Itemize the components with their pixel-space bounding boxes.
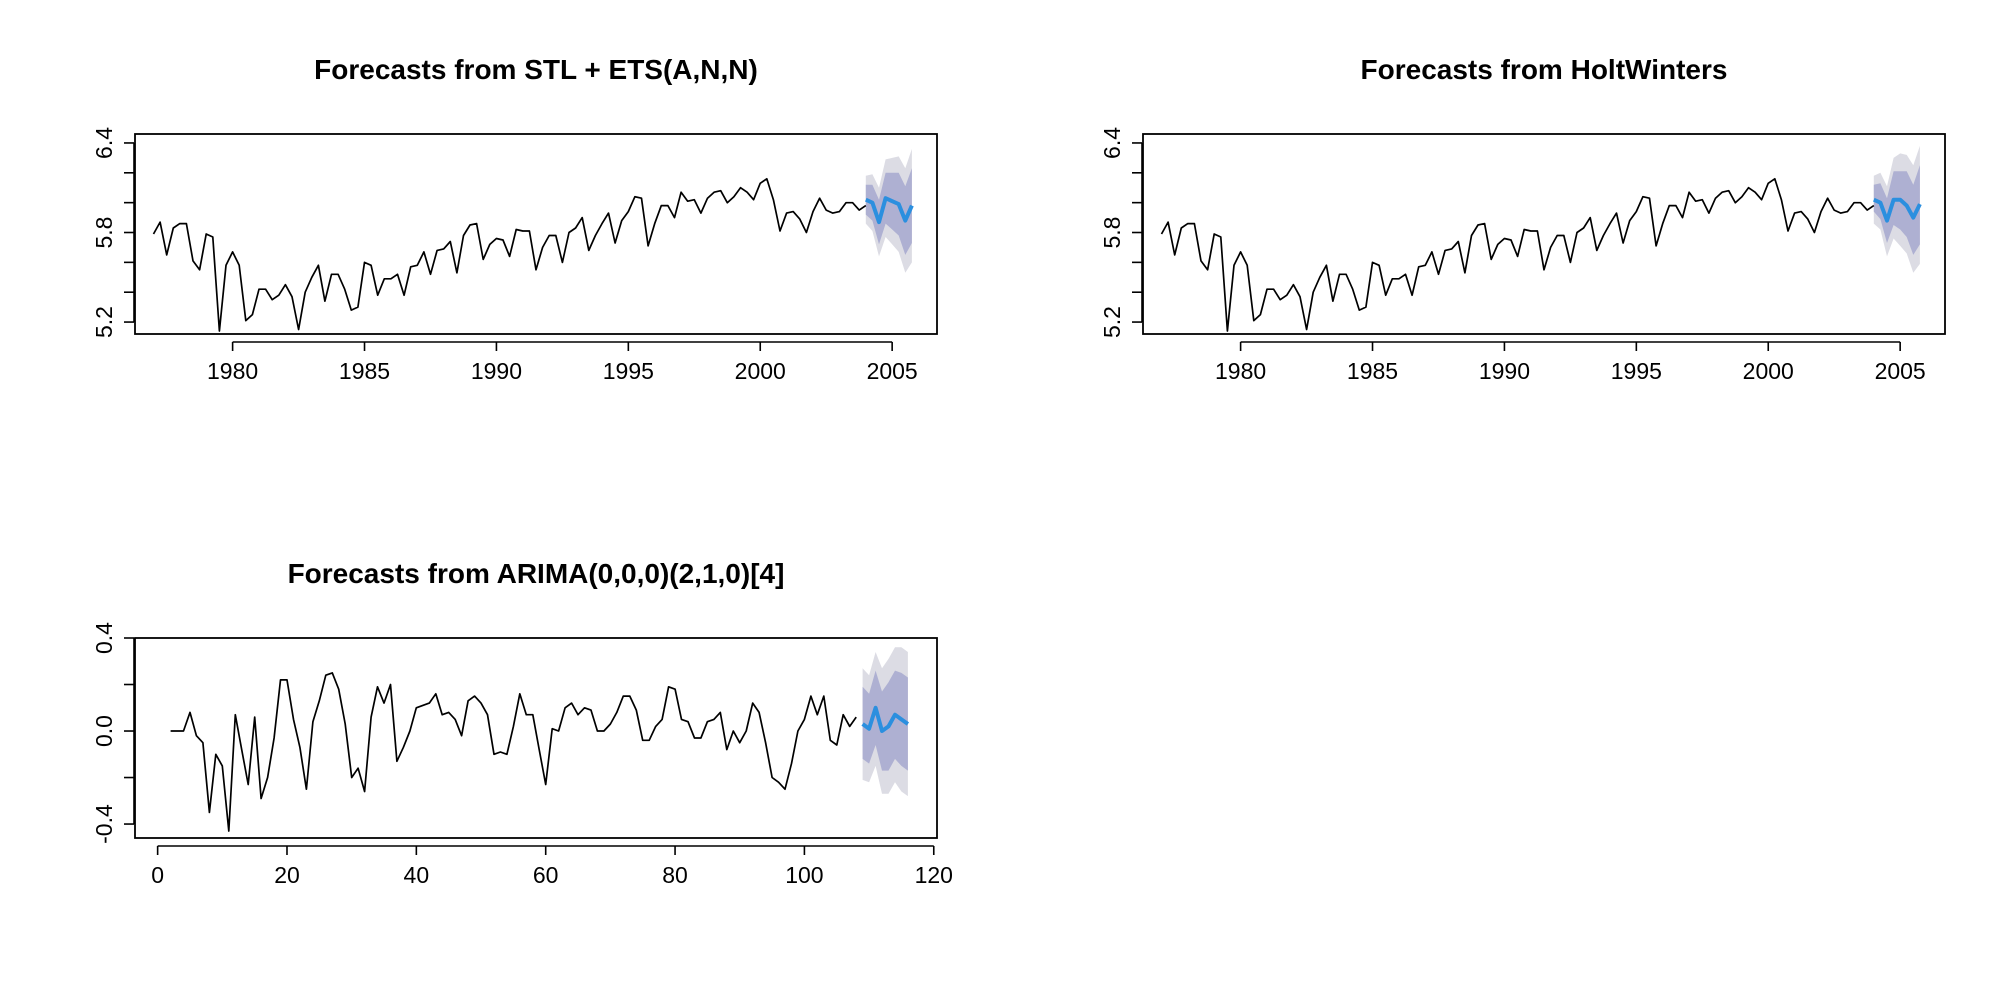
- hw-observed-line: [1160, 177, 1875, 332]
- hw-x-tick-label: 2005: [1875, 358, 1926, 384]
- stl-forecast-line: [864, 196, 914, 225]
- arima-x-tick-label: 0: [151, 862, 164, 888]
- arima-observed-line: [170, 672, 857, 832]
- hw-x-tick-label: 1990: [1479, 358, 1530, 384]
- stl-y-tick-label: 5.2: [91, 306, 117, 338]
- stl-x-tick-label: 1980: [207, 358, 258, 384]
- arima-x-axis: 0 20 40 60 80 100 120: [151, 845, 953, 888]
- stl-title: Forecasts from STL + ETS(A,N,N): [314, 54, 758, 85]
- arima-y-axis: -0.4 0.0 0.4: [91, 622, 135, 844]
- arima-x-tick-label: 40: [404, 862, 430, 888]
- arima-x-tick-label: 80: [662, 862, 688, 888]
- hw-forecast-line: [1872, 197, 1922, 223]
- arima-interval-80: [862, 670, 908, 771]
- hw-plot-frame: [1142, 133, 1946, 335]
- arima-title: Forecasts from ARIMA(0,0,0)(2,1,0)[4]: [288, 558, 785, 589]
- arima-x-tick-label: 100: [785, 862, 823, 888]
- hw-x-axis: 1980 1985 1990 1995 2000 2005: [1215, 341, 1926, 384]
- hw-x-tick-label: 1985: [1347, 358, 1398, 384]
- arima-x-tick-label: 60: [533, 862, 559, 888]
- stl-observed-line: [152, 177, 867, 332]
- stl-x-tick-label: 2005: [867, 358, 918, 384]
- arima-forecast-line: [861, 705, 910, 733]
- arima-y-tick-label: -0.4: [91, 804, 117, 844]
- hw-y-axis: 5.2 5.8 6.4: [1099, 127, 1143, 338]
- panel-arima: Forecasts from ARIMA(0,0,0)(2,1,0)[4] 0 20…: [91, 558, 953, 888]
- hw-interval-80: [1873, 165, 1920, 255]
- stl-interval-80: [865, 168, 912, 255]
- arima-x-tick-label: 120: [915, 862, 953, 888]
- stl-x-tick-label: 1990: [471, 358, 522, 384]
- stl-x-tick-label: 1985: [339, 358, 390, 384]
- hw-x-tick-label: 2000: [1743, 358, 1794, 384]
- stl-y-tick-label: 6.4: [91, 127, 117, 159]
- panel-stl-ets: Forecasts from STL + ETS(A,N,N)1980 1985 1…: [91, 54, 938, 384]
- hw-y-tick-label: 5.8: [1099, 217, 1125, 249]
- stl-x-tick-label: 2000: [735, 358, 786, 384]
- stl-y-tick-label: 5.8: [91, 217, 117, 249]
- stl-x-tick-label: 1995: [603, 358, 654, 384]
- hw-title: Forecasts from HoltWinters: [1361, 54, 1728, 85]
- stl-y-axis: 5.2 5.8 6.4: [91, 127, 135, 338]
- hw-x-tick-label: 1995: [1611, 358, 1662, 384]
- arima-plot-frame: [134, 637, 938, 839]
- arima-y-tick-label: 0.4: [91, 622, 117, 654]
- arima-x-tick-label: 20: [274, 862, 300, 888]
- stl-x-axis: 1980 1985 1990 1995 2000 2005: [207, 341, 918, 384]
- hw-x-tick-label: 1980: [1215, 358, 1266, 384]
- hw-y-tick-label: 6.4: [1099, 127, 1125, 159]
- hw-y-tick-label: 5.2: [1099, 306, 1125, 338]
- stl-plot-frame: [134, 133, 938, 335]
- arima-y-tick-label: 0.0: [91, 715, 117, 747]
